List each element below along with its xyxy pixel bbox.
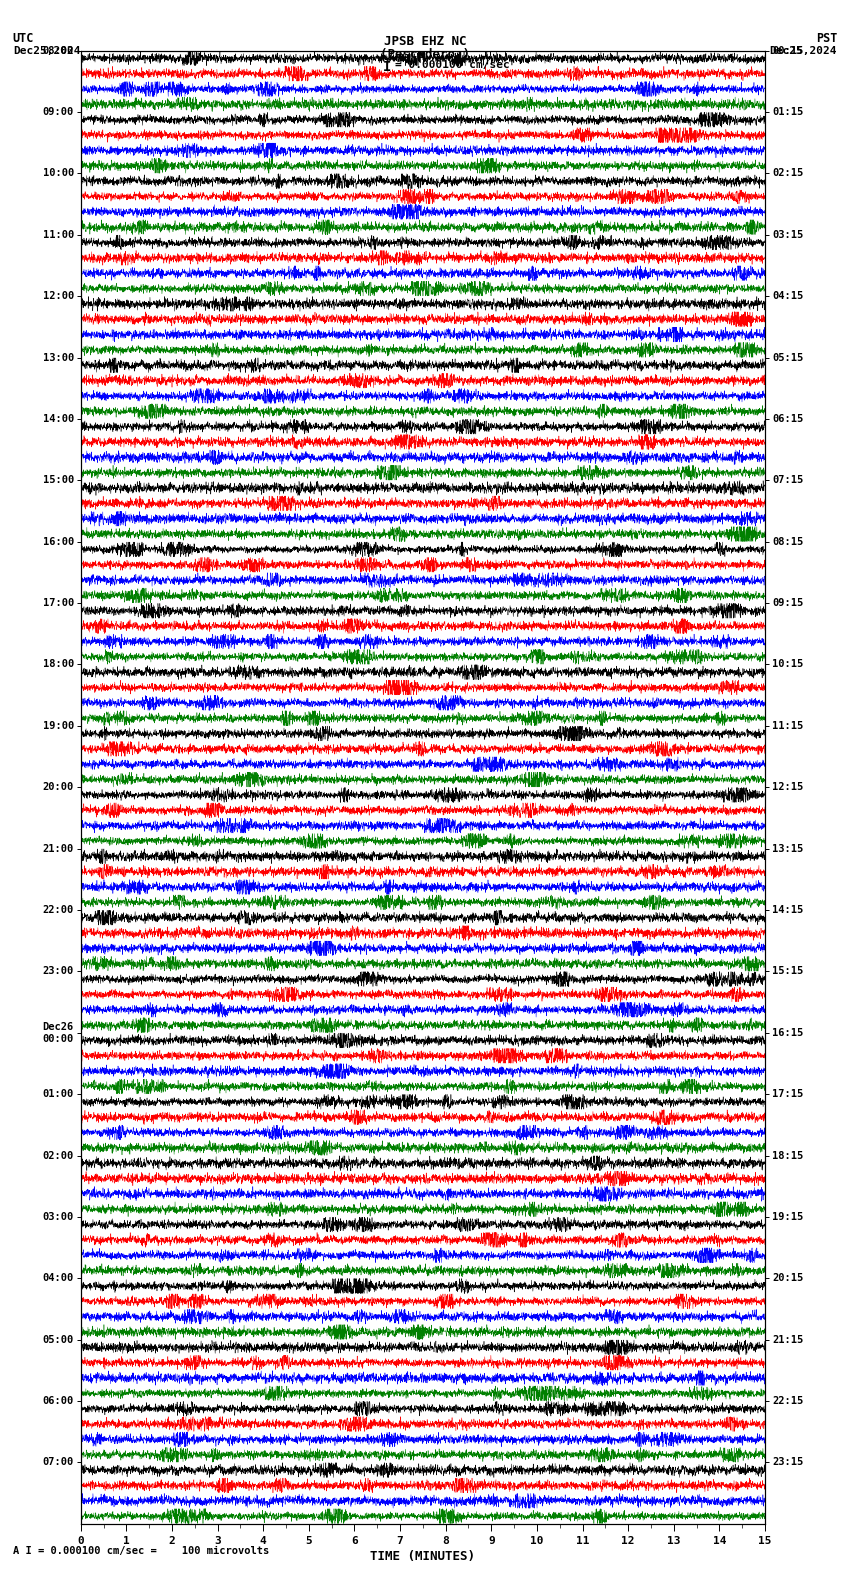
- Text: JPSB EHZ NC: JPSB EHZ NC: [383, 35, 467, 48]
- X-axis label: TIME (MINUTES): TIME (MINUTES): [371, 1549, 475, 1563]
- Text: (Pescadero ): (Pescadero ): [380, 48, 470, 60]
- Text: PST: PST: [816, 32, 837, 44]
- Text: Dec25,2024: Dec25,2024: [770, 46, 837, 55]
- Text: I: I: [382, 60, 391, 74]
- Text: UTC: UTC: [13, 32, 34, 44]
- Text: Dec25,2024: Dec25,2024: [13, 46, 80, 55]
- Text: = 0.000100 cm/sec: = 0.000100 cm/sec: [395, 60, 510, 70]
- Text: A I = 0.000100 cm/sec =    100 microvolts: A I = 0.000100 cm/sec = 100 microvolts: [13, 1546, 269, 1555]
